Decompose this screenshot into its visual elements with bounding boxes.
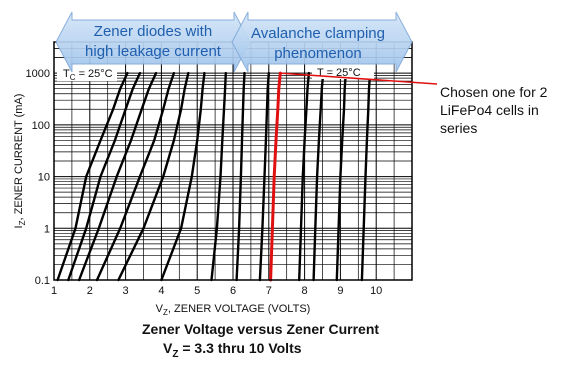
overlay-group: [55, 11, 438, 85]
caption-title: Zener Voltage versus Zener Current: [142, 321, 380, 337]
tc-annotation-main: T: [63, 68, 70, 80]
y-axis-label-sub: Z: [18, 220, 27, 225]
x-tick-label: 8: [302, 285, 308, 297]
t-annotation-box: [312, 63, 374, 79]
y-axis-label: IZ, ZENER CURRENT (mA): [13, 94, 27, 229]
x-axis-label: VZ, ZENER VOLTAGE (VOLTS): [156, 303, 311, 317]
x-axis-label-rest: , ZENER VOLTAGE (VOLTS): [168, 303, 310, 315]
series-line: [258, 71, 270, 282]
series-line: [360, 71, 372, 282]
y-tick-label: 0.1: [35, 275, 50, 287]
banner-right-label: Avalanche clamping phenomenon: [251, 25, 385, 62]
series-line: [160, 71, 206, 282]
tc-annotation-sub: C: [70, 73, 76, 82]
y-tick-label: 1: [44, 223, 50, 235]
caption-subtitle-sub: Z: [172, 348, 179, 360]
series-line: [298, 71, 311, 282]
series-line: [95, 71, 176, 282]
banner-left-label: Zener diodes with high leakage current: [85, 23, 221, 60]
series-line: [56, 71, 129, 282]
y-tick-label: 10: [38, 172, 50, 184]
x-tick-label: 9: [337, 285, 343, 297]
callout-pointer: [280, 72, 438, 85]
y-tick-label: 100: [32, 120, 50, 132]
series-line: [235, 71, 246, 282]
series-line: [210, 71, 227, 282]
x-tick-label: 1: [51, 285, 57, 297]
series-line: [77, 71, 158, 282]
series-line: [335, 71, 347, 282]
series-line-highlight: [269, 71, 282, 282]
x-tick-label: 3: [123, 285, 129, 297]
x-tick-label: 4: [158, 285, 164, 297]
caption-subtitle-main: V: [163, 340, 173, 356]
y-axis-label-main: I: [13, 225, 25, 228]
x-tick-label: 7: [266, 285, 272, 297]
y-axis-label-rest: , ZENER CURRENT (mA): [13, 94, 25, 221]
caption-subtitle: VZ = 3.3 thru 10 Volts: [163, 340, 302, 360]
x-tick-label: 5: [194, 285, 200, 297]
banner-right-arrow: [231, 11, 413, 73]
series-line: [67, 71, 142, 282]
x-tick-label: 10: [370, 285, 382, 297]
series-line: [117, 71, 190, 282]
x-axis-label-main: V: [156, 303, 164, 315]
caption-subtitle-rest: = 3.3 thru 10 Volts: [178, 340, 302, 356]
tc-annotation-value: = 25°C: [76, 68, 113, 80]
x-tick-label: 2: [87, 285, 93, 297]
x-tick-label: 6: [230, 285, 236, 297]
series-group: [56, 71, 372, 282]
series-line: [312, 71, 325, 282]
tc-annotation: TC = 25°C: [63, 68, 113, 82]
callout-text: Chosen one for 2 LiFePo4 cells in series: [440, 84, 548, 136]
x-axis-label-sub: Z: [163, 308, 168, 317]
y-tick-label: 1000: [26, 68, 50, 80]
